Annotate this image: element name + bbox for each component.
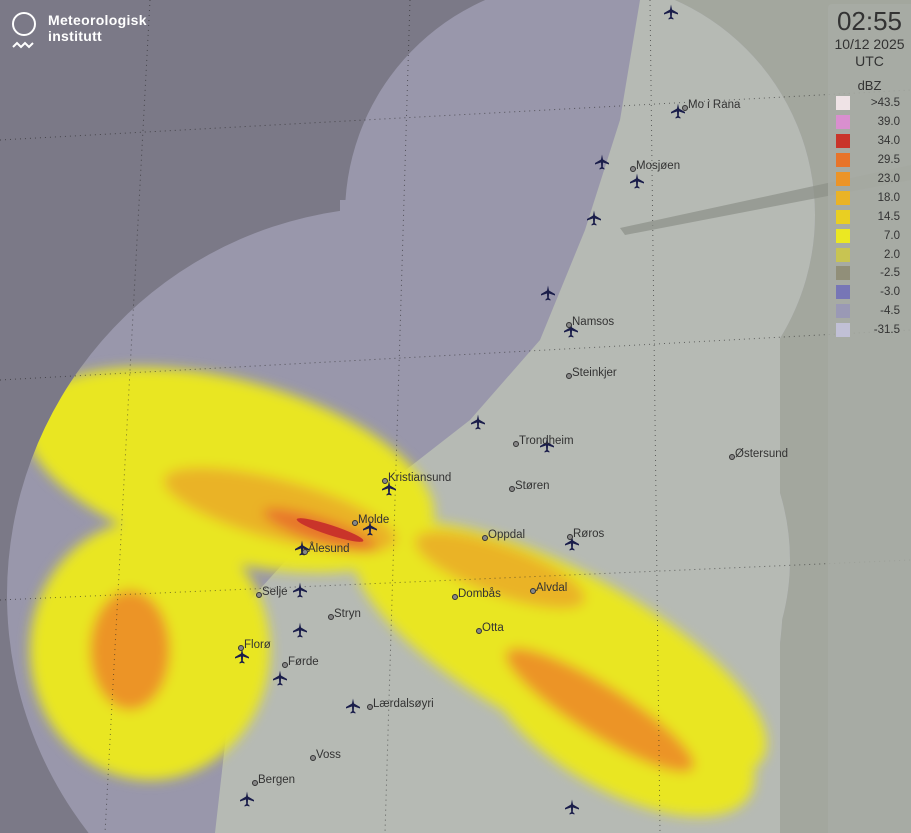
legend-row: 14.5 — [828, 207, 911, 226]
legend-swatch — [836, 228, 850, 243]
legend-level-label: -3.0 — [880, 286, 900, 299]
precipitation — [25, 367, 767, 817]
legend-swatch — [836, 304, 850, 319]
city-label: Støren — [509, 480, 550, 492]
wave-icon — [12, 41, 34, 49]
airplane-icon — [294, 540, 310, 556]
legend-swatch — [836, 323, 850, 338]
airplane-icon — [563, 322, 579, 338]
legend-row: 34.0 — [828, 132, 911, 151]
airplane-icon — [272, 670, 288, 686]
legend-panel: 02:55 10/12 2025 UTC dBZ >43.5 39.0 34.0 29… — [828, 4, 911, 833]
city-label: Førde — [282, 656, 319, 668]
airplane-icon — [586, 210, 602, 226]
city-label: Stryn — [328, 608, 361, 620]
airplane-icon — [540, 285, 556, 301]
legend-swatch — [836, 96, 850, 111]
city-label: Voss — [310, 749, 341, 761]
legend-swatch — [836, 209, 850, 224]
legend-level-label: 7.0 — [884, 229, 900, 242]
city-label: Ålesund — [302, 543, 350, 555]
airplane-icon — [663, 4, 679, 20]
airplane-icon — [234, 648, 250, 664]
airplane-icon — [345, 698, 361, 714]
city-label: Molde — [351, 514, 390, 526]
legend-swatch — [836, 247, 850, 262]
legend-level-label: -31.5 — [873, 324, 900, 337]
city-label: Alvdal — [529, 582, 568, 594]
legend-row: >43.5 — [828, 94, 911, 113]
legend-level-label: -2.5 — [880, 267, 900, 280]
legend-row: -4.5 — [828, 302, 911, 321]
city-label: Oppdal — [481, 529, 526, 541]
legend-row: -3.0 — [828, 283, 911, 302]
legend-scale: >43.5 39.0 34.0 29.5 23.0 18.0 14.5 7.0 2.0 -2.5 -… — [828, 94, 911, 340]
legend-row: -2.5 — [828, 264, 911, 283]
legend-swatch — [836, 190, 850, 205]
legend-row: 7.0 — [828, 226, 911, 245]
legend-timezone: UTC — [855, 53, 884, 69]
logo-line1: Meteorologisk — [48, 12, 147, 28]
city-label: Røros — [566, 528, 605, 540]
legend-row: 2.0 — [828, 245, 911, 264]
city-label: Østersund — [728, 448, 789, 460]
city-label: Dombås — [452, 588, 501, 600]
legend-swatch — [836, 153, 850, 168]
city-label: Otta — [476, 622, 504, 634]
airplane-icon — [670, 103, 686, 119]
legend-swatch — [836, 134, 850, 149]
airplane-icon — [292, 622, 308, 638]
legend-level-label: 18.0 — [877, 191, 900, 204]
logo-icon — [12, 12, 38, 49]
legend-level-label: 14.5 — [877, 210, 900, 223]
legend-unit: dBZ — [857, 78, 882, 93]
legend-row: 23.0 — [828, 170, 911, 189]
legend-row: 39.0 — [828, 113, 911, 132]
city-label: Florø — [238, 639, 271, 651]
legend-row: 18.0 — [828, 188, 911, 207]
legend-level-label: -4.5 — [880, 305, 900, 318]
airplane-icon — [292, 582, 308, 598]
legend-swatch — [836, 115, 850, 130]
city-label: Trondheim — [513, 435, 574, 447]
city-label: Bergen — [251, 774, 296, 786]
legend-level-label: 39.0 — [877, 116, 900, 129]
airplane-icon — [381, 480, 397, 496]
airplane-icon — [239, 791, 255, 807]
legend-level-label: 34.0 — [877, 135, 900, 148]
legend-level-label: >43.5 — [870, 97, 900, 110]
legend-level-label: 29.5 — [877, 154, 900, 167]
legend-swatch — [836, 285, 850, 300]
legend-date: 10/12 2025 — [834, 36, 905, 52]
airplane-icon — [629, 173, 645, 189]
legend-swatch — [836, 266, 850, 281]
legend-swatch — [836, 172, 850, 186]
logo-line2: institutt — [48, 28, 103, 44]
airplane-icon — [564, 799, 580, 815]
legend-row: -31.5 — [828, 321, 911, 340]
airplane-icon — [539, 437, 555, 453]
city-label: Steinkjer — [566, 367, 617, 379]
airplane-icon — [594, 154, 610, 170]
city-label: Mosjøen — [629, 160, 681, 172]
legend-time: 02:55 — [836, 6, 903, 36]
city-label: Kristiansund — [381, 472, 452, 484]
legend-level-label: 2.0 — [884, 248, 900, 261]
airplane-icon — [470, 414, 486, 430]
met-logo: Meteorologisk institutt — [12, 12, 147, 49]
city-label: Mo i Rana — [681, 99, 741, 111]
city-label: Selje — [256, 586, 288, 598]
legend-level-label: 23.0 — [877, 173, 900, 185]
city-label: Namsos — [565, 316, 615, 328]
airplane-icon — [362, 520, 378, 536]
legend-row: 29.5 — [828, 151, 911, 170]
airplane-icon — [564, 535, 580, 551]
city-label: Lærdalsøyri — [367, 698, 434, 710]
